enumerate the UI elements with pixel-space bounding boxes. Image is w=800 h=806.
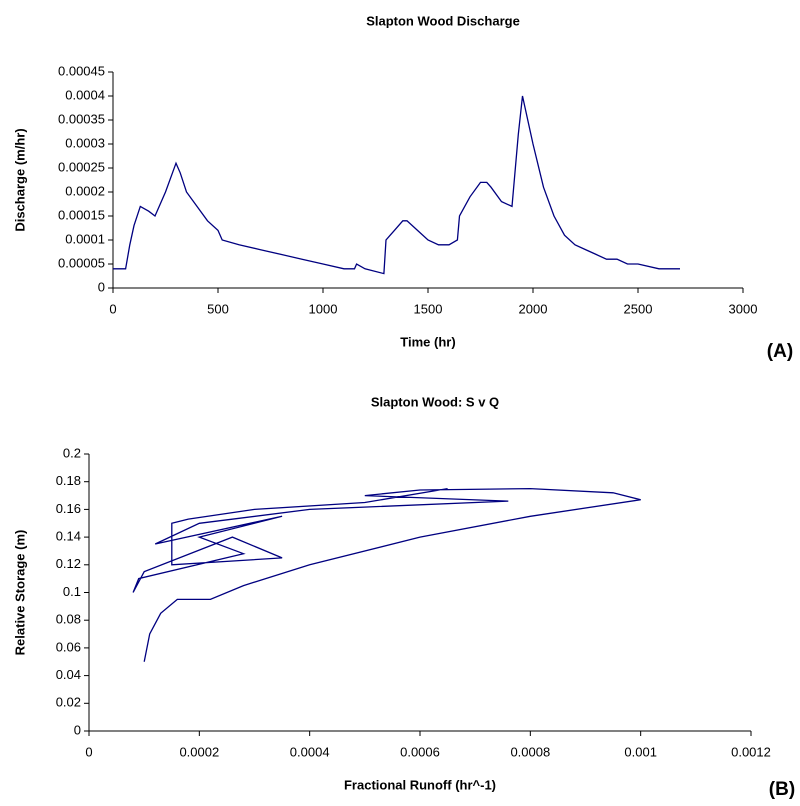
x-tick-label: 0.0008 <box>510 744 550 759</box>
y-tick-label: 0.16 <box>56 501 81 516</box>
x-tick-label: 0.001 <box>624 744 657 759</box>
y-tick-label: 0.0004 <box>65 87 105 102</box>
y-axis-label: Discharge (m/hr) <box>12 128 27 231</box>
x-tick-label: 0.0006 <box>400 744 440 759</box>
chart-title: Slapton Wood: S v Q <box>371 394 499 409</box>
y-tick-label: 0.06 <box>56 639 81 654</box>
x-tick-label: 0.0002 <box>179 744 219 759</box>
panel-label: (A) <box>767 341 793 362</box>
x-tick-label: 1000 <box>309 301 338 316</box>
x-tick-label: 2500 <box>624 301 653 316</box>
x-axis-label: Time (hr) <box>400 334 455 349</box>
x-tick-label: 500 <box>207 301 229 316</box>
x-tick-label: 1500 <box>414 301 443 316</box>
x-tick-label: 0.0004 <box>290 744 330 759</box>
y-tick-label: 0.00015 <box>58 207 105 222</box>
data-line <box>132 487 641 662</box>
y-tick-label: 0.00005 <box>58 255 105 270</box>
y-tick-label: 0.18 <box>56 473 81 488</box>
y-tick-label: 0.00025 <box>58 159 105 174</box>
x-tick-label: 0.0012 <box>731 744 771 759</box>
y-tick-label: 0.0003 <box>65 135 105 150</box>
x-axis-label: Fractional Runoff (hr^-1) <box>344 777 496 792</box>
panel-label: (B) <box>769 779 795 800</box>
y-tick-label: 0.14 <box>56 529 81 544</box>
y-tick-label: 0.0001 <box>65 231 105 246</box>
y-tick-label: 0 <box>98 279 105 294</box>
y-tick-label: 0.08 <box>56 612 81 627</box>
data-line <box>113 95 680 275</box>
y-axis-label: Relative Storage (m) <box>12 530 27 656</box>
y-tick-label: 0.0002 <box>65 183 105 198</box>
chart-title: Slapton Wood Discharge <box>366 13 520 28</box>
y-tick-label: 0.2 <box>63 445 81 460</box>
y-tick-label: 0 <box>74 722 81 737</box>
y-tick-label: 0.00045 <box>58 63 105 78</box>
x-tick-label: 0 <box>85 744 92 759</box>
y-tick-label: 0.1 <box>63 584 81 599</box>
x-tick-label: 0 <box>109 301 116 316</box>
y-tick-label: 0.02 <box>56 695 81 710</box>
y-tick-label: 0.12 <box>56 556 81 571</box>
y-tick-label: 0.00035 <box>58 111 105 126</box>
x-tick-label: 2000 <box>519 301 548 316</box>
y-tick-label: 0.04 <box>56 667 81 682</box>
x-tick-label: 3000 <box>729 301 758 316</box>
